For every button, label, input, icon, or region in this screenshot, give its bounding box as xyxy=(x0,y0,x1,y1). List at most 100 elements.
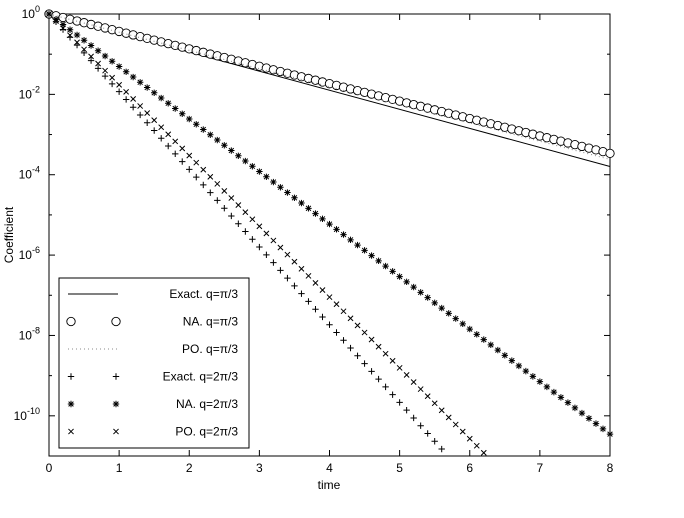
series xyxy=(48,13,611,160)
data-point xyxy=(150,127,158,134)
data-point xyxy=(480,449,487,456)
data-point xyxy=(480,336,487,343)
data-point xyxy=(382,350,389,357)
legend-label: PO. q=2π/3 xyxy=(175,425,238,439)
data-point xyxy=(207,131,214,138)
data-point xyxy=(361,360,368,367)
series xyxy=(44,9,615,159)
data-point xyxy=(143,119,151,126)
data-point xyxy=(165,142,172,150)
data-point xyxy=(60,25,66,32)
data-point xyxy=(242,157,249,165)
data-point xyxy=(143,84,151,91)
data-point xyxy=(375,343,382,350)
data-point xyxy=(305,298,312,305)
data-point xyxy=(543,383,551,391)
data-point xyxy=(193,121,200,128)
y-tick-label: 10-8 xyxy=(19,325,40,342)
series xyxy=(46,11,487,456)
data-point xyxy=(431,400,438,407)
data-point xyxy=(605,148,615,159)
data-point xyxy=(452,421,459,428)
data-point xyxy=(368,252,375,259)
data-point xyxy=(312,280,319,286)
data-point xyxy=(557,394,565,401)
legend-label: Exact. q=π/3 xyxy=(169,287,238,301)
legend-item: NA. q=2π/3 xyxy=(67,397,238,411)
data-point xyxy=(95,60,102,67)
data-point xyxy=(382,383,389,391)
y-tick-label: 10-6 xyxy=(19,245,40,262)
data-point xyxy=(207,189,214,196)
data-point xyxy=(88,53,94,60)
data-point xyxy=(298,265,305,272)
data-point xyxy=(599,425,607,433)
data-point xyxy=(73,31,81,39)
data-point xyxy=(298,290,305,297)
data-point xyxy=(113,428,119,435)
data-point xyxy=(396,399,403,406)
legend-item: NA. q=π/3 xyxy=(66,315,238,329)
data-point xyxy=(347,315,354,322)
data-point xyxy=(592,420,600,427)
x-tick-label: 0 xyxy=(46,461,53,475)
x-tick-label: 5 xyxy=(396,461,403,475)
data-point xyxy=(221,142,228,149)
data-point xyxy=(151,117,158,124)
data-point xyxy=(108,80,116,88)
data-point xyxy=(347,236,354,244)
data-point xyxy=(228,212,235,220)
data-point xyxy=(80,37,88,44)
legend-label: NA. q=2π/3 xyxy=(176,397,238,411)
x-tick-label: 6 xyxy=(466,461,473,475)
data-point xyxy=(396,273,403,280)
data-point xyxy=(200,166,207,173)
data-point xyxy=(522,367,530,375)
data-point xyxy=(417,289,424,296)
data-point xyxy=(431,438,438,445)
legend-label: Exact. q=2π/3 xyxy=(163,370,239,384)
data-point xyxy=(270,259,277,266)
data-point xyxy=(200,181,207,189)
y-tick-label: 10-2 xyxy=(19,84,40,101)
data-point xyxy=(186,152,193,159)
x-tick-label: 1 xyxy=(116,461,123,475)
data-point xyxy=(340,337,347,344)
data-point xyxy=(81,46,87,53)
data-point xyxy=(249,163,256,170)
data-point xyxy=(179,110,186,117)
data-point xyxy=(136,111,144,119)
data-point xyxy=(536,378,544,385)
data-point xyxy=(123,88,130,95)
data-point xyxy=(508,357,516,364)
data-point xyxy=(368,336,375,343)
x-tick-label: 3 xyxy=(256,461,263,475)
data-point xyxy=(193,173,200,181)
data-point xyxy=(438,407,445,414)
data-point xyxy=(186,166,193,173)
data-point xyxy=(529,373,537,380)
data-point xyxy=(80,49,88,57)
data-point xyxy=(129,104,137,111)
data-point xyxy=(165,131,172,138)
data-point xyxy=(74,39,80,46)
data-point xyxy=(368,368,375,375)
data-point xyxy=(193,159,200,166)
data-point xyxy=(606,430,614,438)
data-point xyxy=(263,173,270,181)
data-point xyxy=(179,145,186,152)
data-point xyxy=(417,422,424,429)
data-point xyxy=(319,215,326,223)
data-point xyxy=(158,135,165,142)
data-point xyxy=(305,205,312,212)
data-point xyxy=(214,197,221,204)
data-point xyxy=(130,96,137,102)
data-point xyxy=(235,202,242,209)
data-point xyxy=(347,344,354,352)
data-point xyxy=(291,282,298,290)
data-point xyxy=(87,42,95,49)
data-point xyxy=(361,329,368,336)
data-point xyxy=(263,251,270,259)
data-point xyxy=(228,147,235,154)
data-point xyxy=(102,67,109,74)
